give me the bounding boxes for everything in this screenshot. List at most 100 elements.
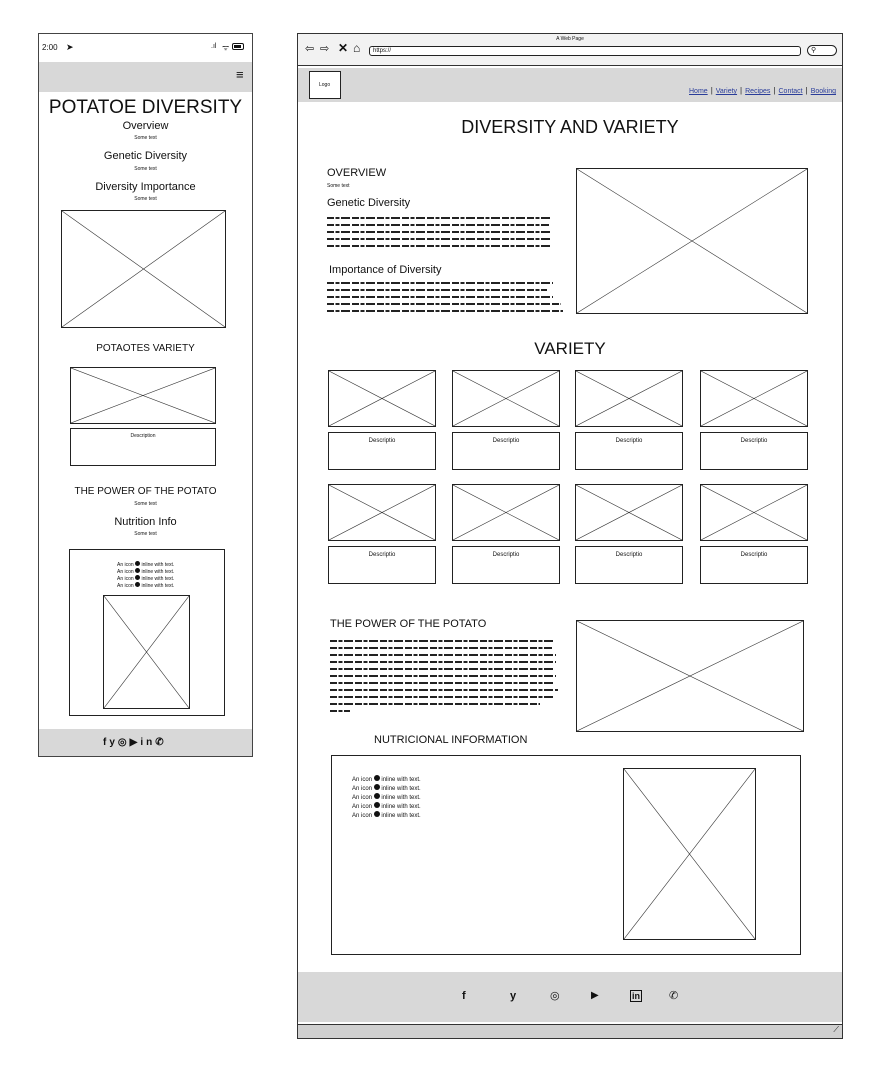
search-button[interactable]: ⚲ bbox=[807, 45, 837, 56]
mobile-importance-heading: Diversity Importance bbox=[95, 181, 196, 193]
info-icon bbox=[373, 775, 380, 781]
nav-variety[interactable]: Variety bbox=[715, 88, 738, 95]
twitter-icon[interactable]: y bbox=[510, 990, 517, 1002]
lorem-text-scribble bbox=[330, 640, 558, 712]
nav-recipes[interactable]: Recipes bbox=[745, 88, 771, 95]
variety-card-image-placeholder bbox=[452, 484, 560, 541]
browser-status-bar: ⟋ bbox=[298, 1024, 842, 1038]
url-bar[interactable]: https:// bbox=[369, 46, 801, 56]
window-title: A Web Page bbox=[556, 36, 584, 42]
forward-arrow-icon[interactable]: ⇨ bbox=[320, 43, 330, 55]
twitter-icon[interactable]: y bbox=[109, 737, 118, 748]
youtube-icon[interactable]: ▶ bbox=[129, 737, 141, 748]
nutrition-card: An icon inline with text. An icon inline… bbox=[331, 755, 801, 955]
linkedin-icon[interactable]: in bbox=[140, 737, 156, 748]
youtube-icon[interactable]: ▶ bbox=[591, 990, 599, 1001]
mobile-power-heading: THE POWER OF THE POTATO bbox=[74, 486, 217, 497]
mobile-nutrition-heading: Nutrition Info bbox=[114, 516, 177, 528]
instagram-icon[interactable]: ◎ bbox=[117, 737, 130, 748]
variety-heading: VARIETY bbox=[534, 339, 606, 358]
variety-card-description: Descriptio bbox=[452, 546, 560, 584]
importance-heading: Importance of Diversity bbox=[329, 264, 442, 276]
linkedin-icon[interactable]: in bbox=[630, 990, 642, 1002]
back-arrow-icon[interactable]: ⇦ bbox=[305, 43, 315, 55]
card-description-text: Descriptio bbox=[615, 438, 643, 444]
facebook-icon[interactable]: f bbox=[462, 990, 466, 1002]
variety-card-image-placeholder bbox=[700, 484, 808, 541]
icon-text-list: An icon inline with text. An icon inline… bbox=[117, 561, 174, 589]
mobile-overview-heading: Overview bbox=[122, 120, 169, 132]
overview-heading: OVERVIEW bbox=[327, 167, 387, 179]
status-bar: 2:00 ➤ .ıl ᯤ bbox=[39, 34, 252, 62]
site-footer: f y ◎ ▶ in ✆ bbox=[298, 972, 842, 1022]
url-text: https:// bbox=[373, 48, 392, 54]
icon-text-list: An icon inline with text. An icon inline… bbox=[352, 775, 421, 820]
power-heading: THE POWER OF THE POTATO bbox=[330, 618, 487, 630]
icon-text-line: An icon inline with text. bbox=[117, 582, 175, 589]
status-time: 2:00 bbox=[42, 43, 58, 52]
icon-text-line: An icon inline with text. bbox=[352, 793, 421, 801]
card-description-text: Descriptio bbox=[492, 552, 520, 558]
signal-icon: .ıl bbox=[211, 43, 217, 50]
nutrition-image-placeholder bbox=[103, 595, 190, 709]
mobile-genetic-heading: Genetic Diversity bbox=[103, 150, 188, 162]
instagram-icon[interactable]: ◎ bbox=[550, 990, 560, 1002]
icon-text-line: An icon inline with text. bbox=[352, 784, 421, 792]
info-icon bbox=[135, 582, 141, 587]
desktop-wireframe: A Web Page ⇦ ⇨ ✕ ⌂ https:// ⚲ Logo Home |… bbox=[297, 33, 843, 1039]
nav-contact[interactable]: Contact bbox=[778, 88, 803, 95]
browser-titlebar: A Web Page ⇦ ⇨ ✕ ⌂ https:// ⚲ bbox=[298, 34, 842, 66]
lorem-text-scribble bbox=[327, 217, 551, 247]
mobile-overview-text: Some text bbox=[134, 135, 157, 141]
home-icon[interactable]: ⌂ bbox=[353, 41, 361, 55]
whatsapp-icon[interactable]: ✆ bbox=[669, 990, 679, 1002]
power-image-placeholder bbox=[576, 620, 804, 732]
info-icon bbox=[373, 802, 380, 808]
variety-description: Description bbox=[130, 433, 156, 439]
lorem-text-scribble bbox=[327, 282, 563, 312]
card-description-text: Descriptio bbox=[615, 552, 643, 558]
card-description-text: Descriptio bbox=[368, 438, 396, 444]
nav-booking[interactable]: Booking bbox=[810, 88, 836, 95]
facebook-icon[interactable]: f bbox=[103, 737, 110, 748]
info-icon bbox=[135, 568, 141, 573]
icon-text-line: An icon inline with text. bbox=[352, 802, 421, 810]
mobile-navbar: ≡ bbox=[39, 62, 252, 92]
info-icon bbox=[135, 575, 141, 580]
close-icon[interactable]: ✕ bbox=[338, 41, 349, 55]
logo[interactable]: Logo bbox=[309, 71, 341, 99]
variety-card-image-placeholder bbox=[575, 370, 683, 427]
card-description-text: Descriptio bbox=[368, 552, 396, 558]
variety-card-image-placeholder bbox=[328, 484, 436, 541]
info-icon bbox=[135, 561, 141, 566]
wifi-icon: ᯤ bbox=[222, 43, 230, 52]
variety-image-placeholder bbox=[70, 367, 216, 424]
variety-card-description: Descriptio bbox=[575, 546, 683, 584]
variety-card-description: Descriptio bbox=[328, 546, 436, 584]
hamburger-menu-icon[interactable]: ≡ bbox=[236, 67, 244, 82]
location-arrow-icon: ➤ bbox=[66, 42, 74, 52]
search-icon: ⚲ bbox=[811, 47, 817, 54]
info-icon bbox=[373, 793, 380, 799]
icon-text-line: An icon inline with text. bbox=[117, 568, 175, 575]
mobile-nutrition-text: Some text bbox=[134, 531, 157, 537]
variety-description-card: Description bbox=[70, 428, 216, 466]
icon-text-line: An icon inline with text. bbox=[352, 811, 421, 819]
whatsapp-icon[interactable]: ✆ bbox=[155, 737, 167, 748]
genetic-diversity-heading: Genetic Diversity bbox=[327, 197, 411, 209]
icon-text-line: An icon inline with text. bbox=[117, 575, 175, 582]
social-icons: fy◎▶in✆ bbox=[103, 737, 167, 748]
nav-menu: Home | Variety | Recipes | Contact | Booking bbox=[689, 86, 836, 95]
variety-card-description: Descriptio bbox=[328, 432, 436, 470]
mobile-page-title: POTATOE DIVERSITY bbox=[48, 97, 243, 118]
nutrition-image-placeholder bbox=[623, 768, 756, 940]
icon-text-line: An icon inline with text. bbox=[117, 561, 175, 568]
resize-handle-icon[interactable]: ⟋ bbox=[833, 1025, 839, 1034]
mobile-genetic-text: Some text bbox=[134, 166, 157, 172]
variety-card-image-placeholder bbox=[700, 370, 808, 427]
image-placeholder bbox=[61, 210, 226, 328]
info-icon bbox=[373, 784, 380, 790]
variety-card-description: Descriptio bbox=[575, 432, 683, 470]
variety-card-image-placeholder bbox=[452, 370, 560, 427]
nav-home[interactable]: Home bbox=[689, 88, 708, 95]
